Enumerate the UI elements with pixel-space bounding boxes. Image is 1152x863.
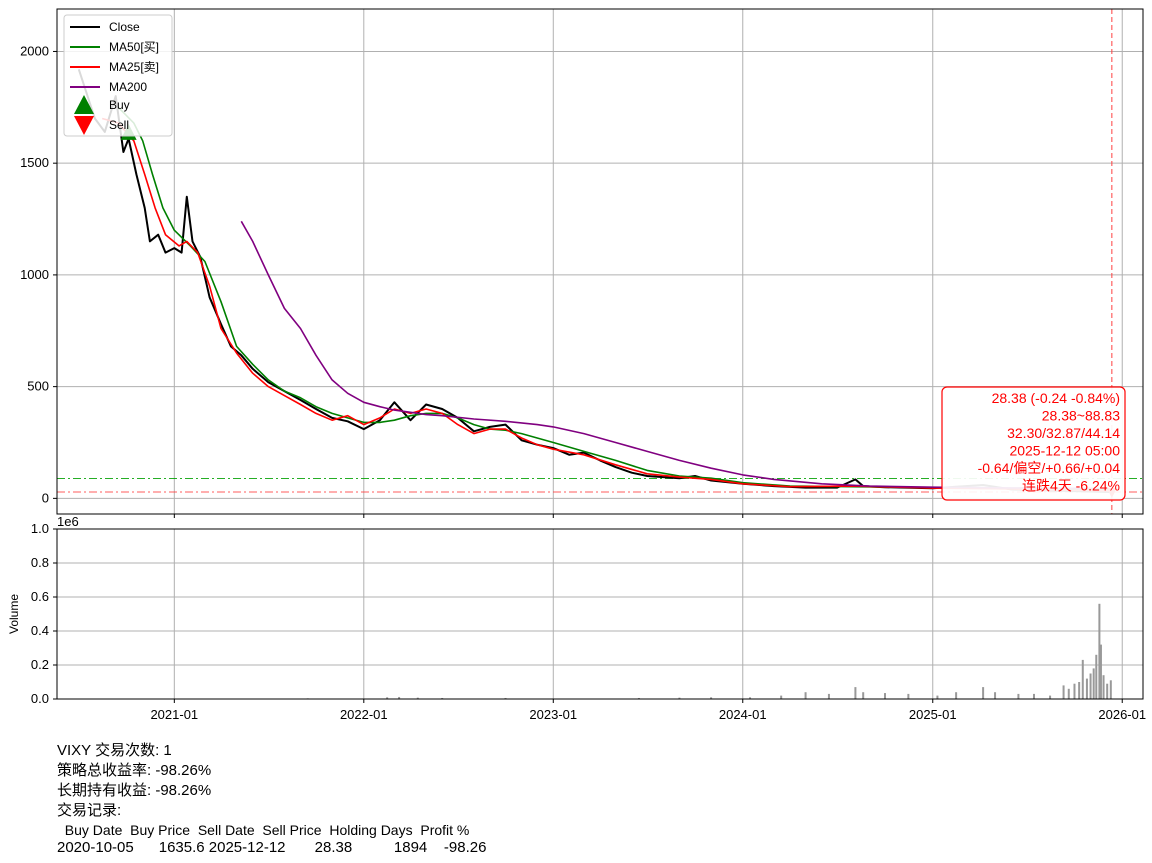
series-line-ma50: [117, 106, 1112, 491]
xtick-label: 2022-01: [340, 707, 388, 722]
price-ytick-label: 0: [42, 490, 49, 505]
volume-bar: [1099, 644, 1102, 699]
series-line-ma25: [101, 117, 1112, 492]
volume-axis-label: Volume: [7, 594, 21, 634]
xtick-label: 2021-01: [150, 707, 198, 722]
xtick-label: 2024-01: [719, 707, 767, 722]
volume-bar: [907, 693, 910, 699]
volume-bar: [883, 693, 886, 699]
volume-bar: [780, 695, 783, 699]
volume-bar: [804, 692, 807, 699]
volume-bar: [982, 687, 985, 699]
volume-ytick-label: 0.4: [31, 623, 49, 638]
volume-bar: [1085, 678, 1088, 699]
volume-bar: [994, 692, 997, 699]
volume-bar: [862, 692, 865, 699]
price-ytick-label: 1500: [20, 155, 49, 170]
annotation-line: 2025-12-12 05:00: [1009, 443, 1120, 459]
price-ytick-label: 2000: [20, 43, 49, 58]
volume-bar: [936, 695, 939, 699]
volume-bar: [1062, 685, 1065, 699]
legend-label: MA200: [109, 80, 147, 94]
legend-swatch-buy: [74, 95, 94, 114]
volume-bar: [398, 696, 401, 699]
xtick-label: 2026-01: [1098, 707, 1146, 722]
volume-bar: [637, 697, 640, 699]
volume-bar: [1032, 693, 1035, 699]
volume-bar: [854, 687, 857, 699]
volume-bar: [386, 697, 389, 699]
records-label: 交易记录:: [57, 802, 122, 819]
legend-label: MA25[卖]: [109, 60, 159, 74]
volume-bar: [504, 697, 507, 699]
backtest-summary: VIXY 交易次数: 1 策略总收益率: -98.26% 长期持有收益: -98…: [57, 741, 486, 857]
holding-return: 长期持有收益: -98.26%: [57, 782, 212, 799]
volume-ytick-label: 1.0: [31, 521, 49, 536]
volume-bar: [1067, 688, 1070, 699]
volume-bar: [1098, 603, 1101, 699]
annotation-line: 28.38 (-0.24 -0.84%): [992, 390, 1120, 406]
strategy-return: 策略总收益率: -98.26%: [57, 762, 212, 779]
volume-axes-frame: [56, 528, 1144, 700]
volume-offset-text: 1e6: [57, 514, 79, 529]
volume-bar: [1102, 675, 1105, 699]
legend-label: MA50[买]: [109, 40, 159, 54]
annotation-box: [941, 386, 1126, 501]
volume-bar: [441, 697, 444, 699]
volume-ytick-label: 0.2: [31, 657, 49, 672]
volume-bar: [710, 697, 713, 699]
price-ytick-label: 1000: [20, 267, 49, 282]
chart-canvas: 0 500 1000 1500 2000 0.0 0.2 0.4 0.6 0.8 1.0 2021-0…: [7, 8, 1146, 722]
volume-bar: [678, 697, 681, 699]
volume-bar: [1109, 680, 1112, 699]
volume-bar: [1078, 682, 1081, 699]
xtick-label: 2023-01: [529, 707, 577, 722]
trade-count: VIXY 交易次数: 1: [57, 742, 172, 759]
volume-ytick-label: 0.6: [31, 589, 49, 604]
annotation-line: -0.64/偏空/+0.66/+0.04: [978, 460, 1121, 476]
volume-bar: [1049, 695, 1052, 699]
volume-bar: [1092, 668, 1095, 699]
volume-bar: [1073, 683, 1076, 699]
annotation-line: 连跌4天 -6.24%: [1022, 478, 1120, 494]
trade-table-row: 2020-10-05 1635.6 2025-12-12 28.38 1894 …: [57, 839, 487, 856]
volume-bar: [1106, 683, 1109, 699]
annotation-line: 28.38~88.83: [1042, 408, 1120, 424]
series-line-ma200: [240, 220, 1112, 490]
volume-bar: [749, 697, 752, 699]
volume-ytick-label: 0.0: [31, 691, 49, 706]
volume-ytick-label: 0.8: [31, 555, 49, 570]
volume-bar: [1089, 673, 1092, 699]
annotation-line: 32.30/32.87/44.14: [1007, 425, 1120, 441]
trade-table-header: Buy Date Buy Price Sell Date Sell Price …: [57, 822, 470, 838]
volume-bar: [1081, 659, 1084, 699]
price-ytick-label: 500: [27, 379, 49, 394]
volume-bar: [416, 697, 419, 699]
xtick-label: 2025-01: [909, 707, 957, 722]
legend-label: Close: [109, 20, 140, 34]
legend-label: Buy: [109, 98, 130, 112]
volume-bar: [955, 692, 958, 699]
legend-box: [63, 14, 173, 137]
price-axes-frame: [56, 8, 1144, 515]
volume-bar: [827, 693, 830, 699]
volume-bar: [1017, 693, 1020, 699]
legend-swatch-sell: [74, 116, 94, 135]
legend-label: Sell: [109, 118, 129, 132]
volume-bar: [1095, 654, 1098, 699]
